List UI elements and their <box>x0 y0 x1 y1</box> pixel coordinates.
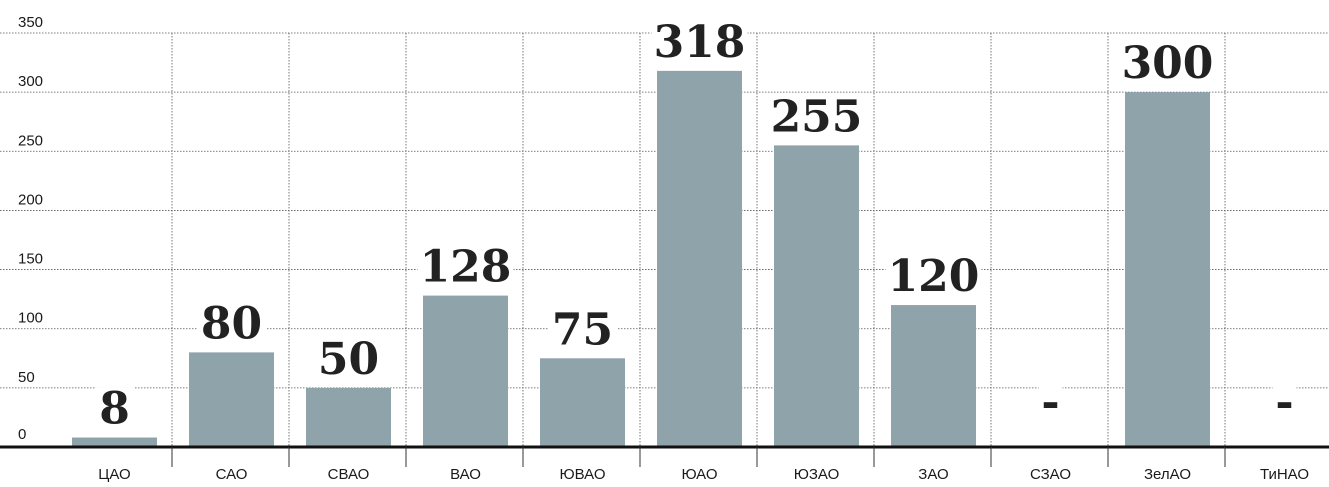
bar <box>774 145 859 447</box>
x-tick-label: САО <box>216 466 248 483</box>
data-label: 318 <box>654 17 746 68</box>
bars-layer <box>72 70 1210 448</box>
bar <box>189 352 274 447</box>
y-tick-label: 100 <box>18 310 43 327</box>
x-tick-label: ЮЗАО <box>794 466 840 483</box>
x-tick-label: ЗелАО <box>1144 466 1191 483</box>
bar <box>657 70 742 447</box>
y-tick-label: 200 <box>18 191 43 208</box>
x-tick-label: ТиНАО <box>1260 466 1309 483</box>
y-tick-label: 250 <box>18 132 43 149</box>
x-tick-label: ЮВАО <box>559 466 605 483</box>
data-label-backing <box>94 387 135 432</box>
x-tick-label: ЗАО <box>918 466 948 483</box>
data-label-backing <box>768 95 865 140</box>
x-tick-label: СВАО <box>328 466 370 483</box>
data-label: 75 <box>552 304 613 355</box>
data-label-backing <box>885 255 982 300</box>
data-label-backing <box>197 302 266 347</box>
data-label: 255 <box>771 91 863 142</box>
data-label-backing <box>1119 42 1216 87</box>
data-label-backing <box>1038 381 1063 425</box>
bar <box>891 305 976 447</box>
data-label-backing <box>651 20 748 65</box>
data-label: 80 <box>201 298 262 349</box>
x-tick-label: ЦАО <box>98 466 130 483</box>
data-label: - <box>1041 377 1059 428</box>
axis-layer: 0 50 100 150 200 250 300 350 ЦАО САО СВАО ВАО ЮВАО ЮА… <box>0 14 1329 483</box>
x-tick-label: ЮАО <box>682 466 718 483</box>
y-tick-label: 350 <box>18 14 43 31</box>
data-label-backing <box>1272 381 1297 425</box>
y-tick-label: 300 <box>18 73 43 90</box>
data-label-backing <box>417 245 514 290</box>
data-label: 8 <box>99 384 130 435</box>
bar <box>1125 92 1210 448</box>
x-tick-label: СЗАО <box>1030 466 1071 483</box>
data-label: 300 <box>1122 38 1214 89</box>
y-tick-label: 50 <box>18 369 35 386</box>
data-label: 50 <box>318 334 379 385</box>
y-tick-label: 150 <box>18 251 43 268</box>
data-label-backing <box>314 337 383 382</box>
data-label: 128 <box>420 242 512 293</box>
data-label-backing <box>548 308 617 353</box>
bar <box>540 358 625 447</box>
data-label: - <box>1275 377 1293 428</box>
y-tick-label: 0 <box>18 426 26 443</box>
x-tick-label: ВАО <box>450 466 481 483</box>
bar <box>306 387 391 447</box>
data-label: 120 <box>888 251 980 302</box>
bar <box>72 437 157 447</box>
data-labels-layer: 8 80 50 128 75 318 255 120 - 300 - <box>94 17 1297 435</box>
bar <box>423 295 508 447</box>
